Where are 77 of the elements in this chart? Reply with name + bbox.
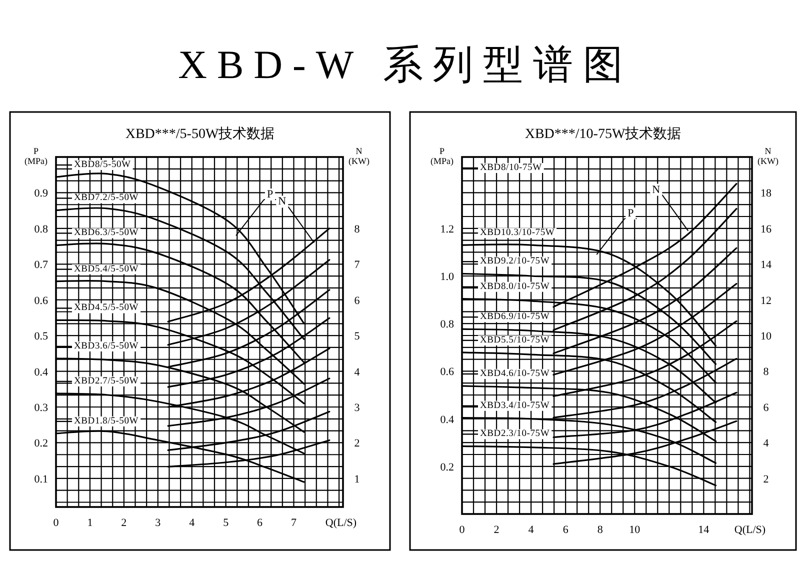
y2-tick-label: 16 bbox=[760, 223, 772, 236]
legend-label: XBD7.2/5-50W bbox=[74, 193, 139, 204]
y2-tick-label: 6 bbox=[354, 294, 360, 307]
legend-label: XBD6.3/5-50W bbox=[74, 228, 139, 238]
x-axis-title: Q(L/S) bbox=[734, 524, 766, 536]
y-tick-label: 0.3 bbox=[34, 402, 48, 414]
legend-label: XBD5.4/5-50W bbox=[74, 264, 139, 274]
x-tick-label: 5 bbox=[223, 517, 230, 529]
legend-label: XBD5.5/10-75W bbox=[480, 335, 550, 346]
x-tick-label: 3 bbox=[155, 517, 162, 529]
legend-label: XBD8/5-50W bbox=[74, 160, 131, 170]
x-tick-label: 1 bbox=[87, 517, 93, 529]
legend-label: XBD4.6/10-75W bbox=[480, 368, 550, 379]
annotation: P bbox=[628, 208, 634, 220]
annotation: N bbox=[278, 196, 286, 208]
y2-tick-label: 5 bbox=[354, 330, 360, 343]
x-tick-label: 4 bbox=[528, 524, 534, 536]
x-axis-title: Q(L/S) bbox=[325, 517, 357, 529]
x-tick-label: 0 bbox=[459, 524, 466, 536]
chart-subtitle: XBD***/5-50W技术数据 bbox=[125, 126, 275, 142]
legend-label: XBD6.9/10-75W bbox=[480, 312, 550, 322]
legend-label: XBD4.5/5-50W bbox=[74, 303, 139, 314]
legend-label: XBD3.4/10-75W bbox=[480, 400, 550, 411]
x-tick-label: 2 bbox=[121, 517, 127, 529]
x-tick-label: 0 bbox=[53, 517, 60, 529]
legend-label: XBD3.6/5-50W bbox=[74, 341, 139, 352]
y2-tick-label: 4 bbox=[354, 366, 360, 378]
y-axis-title: P (MPa) bbox=[24, 146, 48, 166]
legend-label: XBD2.3/10-75W bbox=[480, 429, 550, 440]
x-tick-label: 4 bbox=[189, 517, 196, 529]
x-tick-label: 2 bbox=[494, 524, 500, 536]
legend-label: XBD10.3/10-75W bbox=[480, 228, 555, 238]
y2-tick-label: 1 bbox=[354, 473, 360, 486]
y-tick-label: 0.4 bbox=[440, 414, 454, 426]
y2-tick-label: 3 bbox=[354, 402, 360, 414]
annotation: XBD8/10-75W bbox=[480, 163, 542, 173]
y2-tick-label: 2 bbox=[354, 438, 360, 450]
y-tick-label: 0.4 bbox=[34, 366, 48, 378]
y-tick-label: 0.9 bbox=[34, 188, 48, 200]
legend-label: XBD2.7/5-50W bbox=[74, 376, 139, 386]
x-tick-label: 8 bbox=[597, 524, 604, 536]
y-axis-title: P (MPa) bbox=[430, 146, 454, 166]
x-tick-label: 7 bbox=[291, 517, 297, 529]
y2-tick-label: 8 bbox=[354, 223, 360, 236]
chart-title: XBD-W 系列型谱图 bbox=[178, 42, 633, 87]
legend-label: XBD8.0/10-75W bbox=[480, 282, 550, 292]
y-tick-label: 0.6 bbox=[34, 294, 48, 307]
y2-tick-label: 6 bbox=[763, 402, 770, 414]
y2-tick-label: 14 bbox=[760, 259, 772, 272]
y-tick-label: 0.2 bbox=[440, 461, 454, 474]
y2-tick-label: 12 bbox=[760, 294, 772, 307]
y2-tick-label: 2 bbox=[763, 473, 769, 486]
y2-tick-label: 8 bbox=[763, 366, 770, 378]
y-tick-label: 0.6 bbox=[440, 366, 454, 378]
y-tick-label: 0.8 bbox=[34, 223, 48, 236]
x-tick-label: 14 bbox=[698, 524, 710, 536]
y-tick-label: 0.1 bbox=[34, 473, 48, 486]
y2-tick-label: 18 bbox=[760, 188, 772, 200]
x-tick-label: 6 bbox=[562, 524, 569, 536]
legend-label: XBD9.2/10-75W bbox=[480, 256, 550, 267]
y-tick-label: 0.5 bbox=[34, 330, 48, 343]
legend-label: XBD1.8/5-50W bbox=[74, 416, 139, 426]
y-tick-label: 1.0 bbox=[440, 271, 454, 283]
y2-tick-label: 7 bbox=[354, 259, 360, 272]
x-tick-label: 6 bbox=[257, 517, 264, 529]
y2-tick-label: 4 bbox=[763, 438, 770, 450]
y2-axis-title: N (KW) bbox=[758, 146, 778, 166]
annotation: P bbox=[266, 188, 274, 201]
chart-subtitle: XBD***/10-75W技术数据 bbox=[524, 126, 682, 142]
y2-tick-label: 10 bbox=[760, 330, 772, 342]
x-tick-label: 10 bbox=[629, 524, 641, 536]
y-tick-label: 0.8 bbox=[440, 318, 454, 331]
y2-axis-title: N (KW) bbox=[348, 146, 370, 166]
y-tick-label: 0.7 bbox=[34, 259, 48, 272]
y-tick-label: 1.2 bbox=[440, 223, 454, 236]
y-tick-label: 0.2 bbox=[34, 438, 48, 450]
annotation: N bbox=[652, 184, 660, 196]
